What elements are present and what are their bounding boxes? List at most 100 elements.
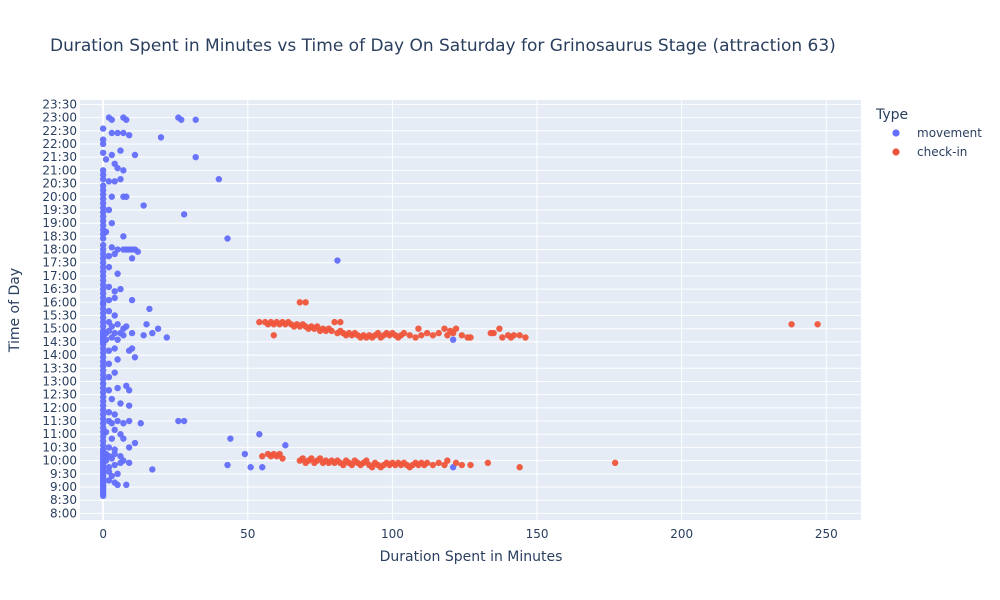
point-movement xyxy=(105,252,113,260)
point-movement xyxy=(114,336,121,343)
point-movement xyxy=(105,387,113,394)
point-movement xyxy=(111,369,118,376)
y-axis-ticks: 8:008:309:009:3010:0010:3011:0011:3012:0… xyxy=(42,97,77,520)
point-movement xyxy=(99,354,107,361)
point-check-in xyxy=(412,334,419,341)
point-movement xyxy=(108,151,116,159)
y-tick-label: 9:30 xyxy=(50,467,77,481)
y-tick-label: 21:30 xyxy=(42,150,77,164)
y-tick-label: 10:00 xyxy=(42,454,77,468)
y-tick-label: 20:30 xyxy=(42,177,77,191)
point-movement xyxy=(128,345,136,352)
y-tick-label: 17:00 xyxy=(42,269,77,283)
point-movement xyxy=(114,384,121,392)
point-movement xyxy=(114,164,121,172)
point-movement xyxy=(99,398,107,405)
point-movement xyxy=(105,444,113,451)
y-tick-label: 12:30 xyxy=(42,388,77,402)
legend-label-check-in: check-in xyxy=(917,145,967,159)
y-tick-label: 13:00 xyxy=(42,374,77,388)
point-movement xyxy=(99,255,107,262)
point-check-in xyxy=(415,325,422,332)
point-movement xyxy=(241,450,249,458)
point-movement xyxy=(256,431,263,438)
point-movement xyxy=(99,125,107,132)
point-movement xyxy=(128,329,136,337)
legend-item-check-in[interactable]: check-in xyxy=(892,145,967,159)
y-tick-label: 8:00 xyxy=(50,506,77,520)
point-movement xyxy=(149,466,156,473)
legend[interactable]: Type movement check-in xyxy=(875,107,982,159)
y-tick-label: 11:30 xyxy=(42,414,77,428)
y-tick-label: 18:30 xyxy=(42,229,77,243)
point-check-in xyxy=(279,455,286,462)
point-movement xyxy=(108,219,116,227)
point-movement xyxy=(125,402,133,409)
point-movement xyxy=(99,208,107,216)
legend-item-movement[interactable]: movement xyxy=(892,126,982,140)
point-movement xyxy=(154,325,162,332)
point-movement xyxy=(120,435,127,442)
point-check-in xyxy=(510,332,518,339)
point-movement xyxy=(99,305,107,313)
point-movement xyxy=(180,417,188,425)
legend-label-movement: movement xyxy=(917,126,982,140)
point-movement xyxy=(117,147,124,154)
point-movement xyxy=(117,400,124,407)
point-movement xyxy=(99,204,107,211)
point-movement xyxy=(102,156,110,163)
point-movement xyxy=(114,356,121,363)
point-movement xyxy=(99,380,107,387)
point-movement xyxy=(120,332,127,339)
y-axis-title: Time of Day xyxy=(7,268,23,353)
point-movement xyxy=(247,464,254,471)
x-tick-label: 50 xyxy=(240,527,255,541)
point-check-in xyxy=(490,329,497,337)
point-movement xyxy=(99,433,107,440)
point-check-in xyxy=(452,325,460,332)
point-movement xyxy=(99,349,107,357)
point-movement xyxy=(175,417,182,425)
point-check-in xyxy=(302,299,309,306)
point-movement xyxy=(449,336,457,343)
point-movement xyxy=(105,360,113,368)
point-movement xyxy=(111,250,118,258)
point-check-in xyxy=(337,318,344,326)
point-movement xyxy=(192,153,199,161)
point-movement xyxy=(111,288,118,295)
y-tick-label: 18:00 xyxy=(42,243,77,257)
point-movement xyxy=(105,373,113,381)
point-movement xyxy=(111,461,118,469)
point-check-in xyxy=(516,332,523,339)
point-check-in xyxy=(406,332,413,339)
point-check-in xyxy=(496,325,503,332)
point-movement xyxy=(99,318,107,326)
point-movement xyxy=(140,332,147,339)
x-axis-title: Duration Spent in Minutes xyxy=(380,549,563,565)
y-tick-label: 21:00 xyxy=(42,163,77,177)
point-movement xyxy=(259,464,266,471)
point-movement xyxy=(99,402,107,409)
point-movement xyxy=(99,217,107,225)
point-movement xyxy=(149,329,156,337)
point-movement xyxy=(99,384,107,392)
point-movement xyxy=(105,327,113,335)
point-movement xyxy=(111,178,118,185)
y-tick-label: 9:00 xyxy=(50,480,77,494)
y-tick-label: 10:30 xyxy=(42,440,77,454)
y-tick-label: 12:00 xyxy=(42,401,77,415)
y-tick-label: 16:00 xyxy=(42,295,77,309)
point-movement xyxy=(114,321,121,328)
point-check-in xyxy=(256,318,263,326)
point-movement xyxy=(108,435,116,442)
point-movement xyxy=(108,455,116,462)
point-movement xyxy=(128,296,136,304)
y-tick-label: 14:30 xyxy=(42,335,77,349)
point-movement xyxy=(114,481,121,489)
point-movement xyxy=(99,191,107,198)
point-movement xyxy=(99,195,107,203)
point-movement xyxy=(99,294,107,302)
point-movement xyxy=(99,314,107,321)
point-check-in xyxy=(259,453,266,460)
